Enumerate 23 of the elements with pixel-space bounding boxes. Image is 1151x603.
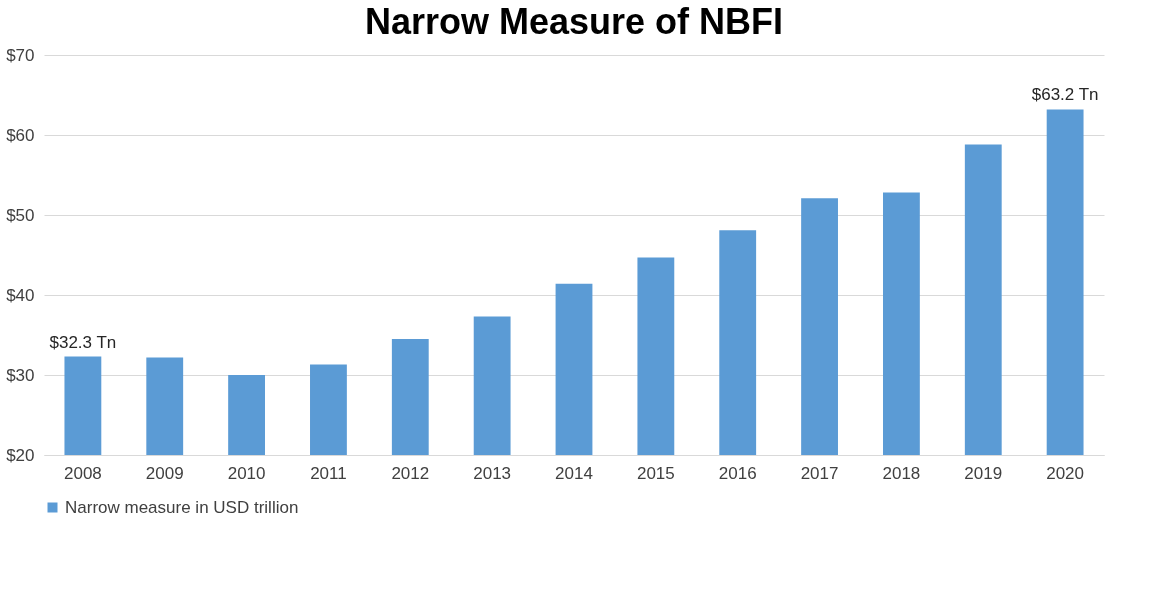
x-tick-label: 2018 <box>882 463 921 483</box>
x-tick-label: 2008 <box>63 463 102 483</box>
y-tick-label: $70 <box>6 45 35 65</box>
y-tick-label: $30 <box>6 365 35 385</box>
x-tick-label: 2014 <box>555 463 593 483</box>
y-tick-label: $60 <box>6 125 35 145</box>
x-tick-label: 2011 <box>310 463 347 483</box>
x-tick-label: 2012 <box>391 463 430 483</box>
chart-title: Narrow Measure of NBFI <box>364 1 784 42</box>
data-label: $32.3 Tn <box>49 332 117 352</box>
x-tick-label: 2017 <box>800 463 839 483</box>
x-tick-label: 2016 <box>718 463 757 483</box>
x-tick-label: 2015 <box>636 463 675 483</box>
legend-label: Narrow measure in USD trillion <box>65 497 299 517</box>
y-tick-label: $50 <box>6 205 35 225</box>
y-tick-label: $20 <box>6 445 35 465</box>
data-label: $63.2 Tn <box>1031 85 1099 105</box>
x-tick-label: 2010 <box>227 463 266 483</box>
x-tick-label: 2019 <box>964 463 1003 483</box>
y-tick-label: $40 <box>6 285 35 305</box>
x-tick-label: 2009 <box>145 463 184 483</box>
x-tick-label: 2020 <box>1046 463 1085 483</box>
x-tick-label: 2013 <box>473 463 512 483</box>
